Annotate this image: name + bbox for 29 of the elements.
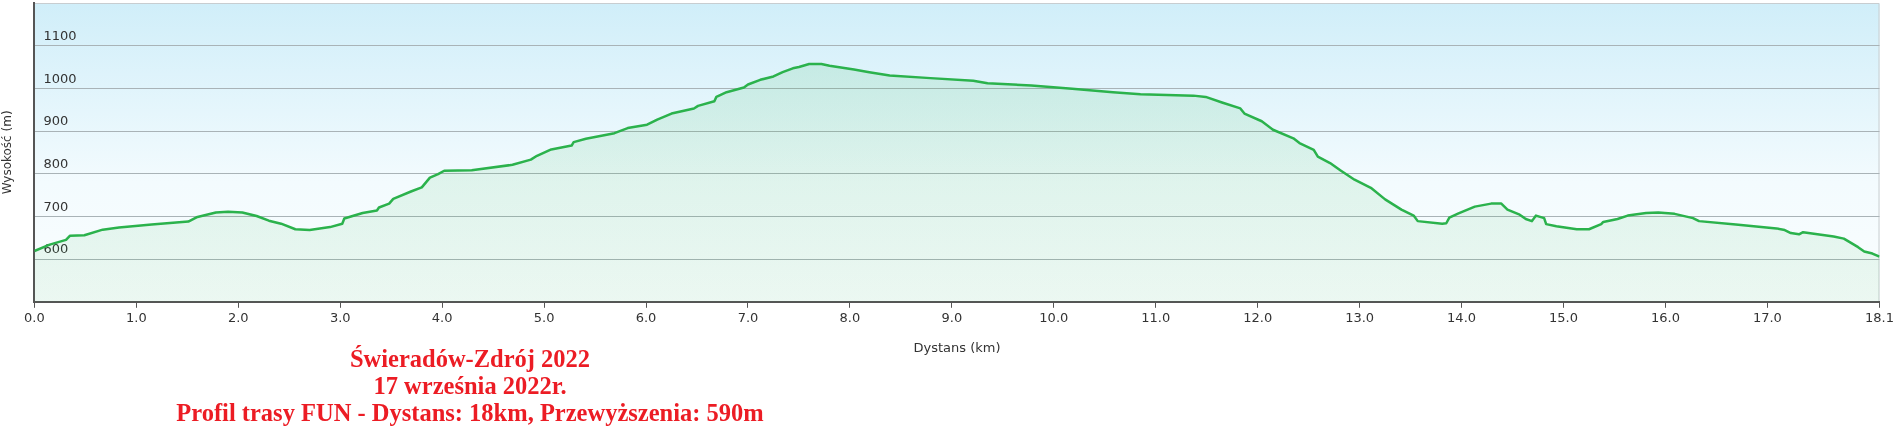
x-tick-label: 12.0 xyxy=(1243,309,1273,325)
text: Profil trasy FUN - Dystans: 18km, Przewyższenia: 590m xyxy=(176,399,764,426)
x-tick-label: 4.0 xyxy=(431,309,453,325)
x-tick-label: 9.0 xyxy=(941,309,963,325)
x-tick-label: 17.0 xyxy=(1752,309,1782,325)
x-axis-title: Dystans (km) xyxy=(913,339,1001,355)
x-tick-label: 14.0 xyxy=(1447,309,1477,325)
x-tick-label: 5.0 xyxy=(533,309,555,325)
text: 17 września 2022r. xyxy=(373,372,567,399)
y-tick-label: 1000 xyxy=(43,70,77,86)
y-axis-title: Wysokość (m) xyxy=(0,110,15,195)
x-tick-label: 10.0 xyxy=(1039,309,1069,325)
x-tick-label: 16.0 xyxy=(1650,309,1680,325)
x-tick-label: 15.0 xyxy=(1549,309,1578,325)
x-tick-label: 18.1 xyxy=(1865,309,1894,325)
x-tick-label: 8.0 xyxy=(839,309,861,325)
y-tick-label: 800 xyxy=(43,156,69,172)
x-tick-label: 13.0 xyxy=(1345,309,1375,325)
y-tick-label: 700 xyxy=(43,198,69,214)
x-tick-label: 3.0 xyxy=(329,309,351,325)
x-tick-label: 1.0 xyxy=(126,309,147,325)
y-tick-label: 1100 xyxy=(43,28,77,44)
x-tick-label: 11.0 xyxy=(1141,309,1171,325)
x-tick-label: 0.0 xyxy=(24,309,45,325)
y-tick-label: 900 xyxy=(43,113,69,129)
text: Świeradów-Zdrój 2022 xyxy=(349,345,591,372)
x-tick-label: 6.0 xyxy=(635,309,657,325)
x-tick-label: 7.0 xyxy=(737,309,759,325)
x-tick-label: 2.0 xyxy=(227,309,249,325)
